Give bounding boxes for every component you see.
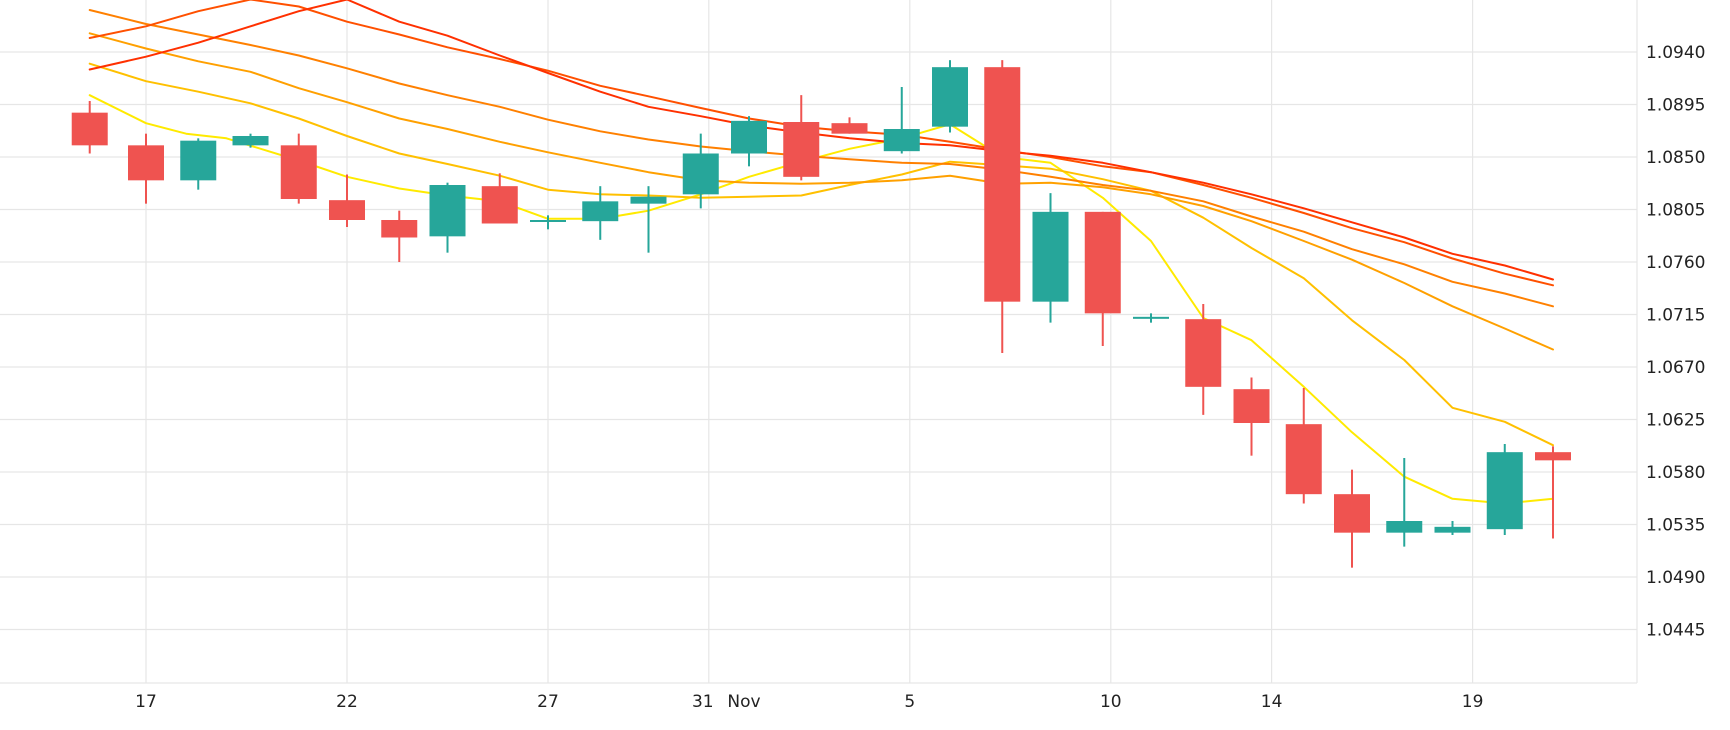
candle-up (1434, 521, 1471, 535)
candle-body (883, 129, 920, 152)
candle-body (180, 140, 217, 181)
moving-average-lines (88, 0, 1554, 505)
candle-body (530, 220, 566, 222)
y-tick-label: 1.0490 (1646, 568, 1705, 588)
candle-down (984, 60, 1021, 353)
candle-body (280, 145, 317, 199)
candle-body (1084, 211, 1121, 314)
candle-body (932, 67, 968, 127)
y-tick-label: 1.0625 (1646, 411, 1705, 431)
candle-body (128, 145, 164, 181)
candle-up (883, 87, 920, 154)
candle-down (831, 117, 868, 134)
candle-body (682, 153, 719, 195)
candle-down (481, 173, 518, 224)
candle-down (1535, 446, 1571, 539)
candle-body (831, 123, 868, 134)
candle-down (128, 133, 164, 204)
candle-body (1334, 494, 1370, 533)
candle-body (1185, 319, 1222, 387)
candle-body (1486, 452, 1523, 530)
candle-up (232, 133, 269, 148)
x-tick-label: 10 (1100, 692, 1122, 712)
y-tick-label: 1.0850 (1646, 148, 1705, 168)
candle-up (180, 138, 217, 190)
candle-body (1434, 526, 1471, 533)
candle-body (481, 186, 518, 224)
y-tick-label: 1.0895 (1646, 96, 1705, 116)
candle-body (1285, 424, 1322, 495)
candle-down (381, 210, 418, 262)
candle-down (1185, 304, 1222, 415)
x-tick-label: 17 (135, 692, 157, 712)
candle-body (731, 120, 767, 154)
candle-body (232, 136, 269, 146)
candle-up (932, 60, 968, 133)
x-tick-label: 27 (537, 692, 559, 712)
candle-body (783, 122, 820, 177)
y-tick-label: 1.0580 (1646, 463, 1705, 483)
candle-down (1233, 377, 1270, 456)
moving-average-line-3 (88, 32, 1554, 351)
candle-body (329, 200, 365, 220)
x-axis-ticks: 17 22 27 31 Nov 5 10 14 19 (135, 692, 1483, 712)
candle-body (1386, 521, 1423, 533)
candle-up (1133, 313, 1169, 323)
x-tick-label: 5 (904, 692, 915, 712)
candle-down (329, 174, 365, 227)
candle-down (71, 101, 108, 154)
candle-body (1535, 452, 1571, 461)
y-axis-ticks: 1.0940 1.0895 1.0850 1.0805 1.0760 1.0715 1.06… (1646, 43, 1705, 641)
candle-up (630, 186, 667, 253)
candle-body (381, 220, 418, 238)
y-tick-label: 1.0715 (1646, 306, 1705, 326)
candle-body (630, 196, 667, 204)
candle-body (1032, 211, 1069, 302)
candle-body (71, 112, 108, 146)
x-tick-label: 14 (1261, 692, 1283, 712)
moving-average-line-2 (88, 62, 1554, 447)
candle-body (429, 185, 466, 237)
candle-body (1133, 316, 1169, 319)
candle-down (280, 133, 317, 204)
candle-down (1084, 211, 1121, 346)
moving-average-line-6 (88, 0, 1554, 281)
candle-body (1233, 389, 1270, 423)
candle-body (984, 67, 1021, 302)
y-tick-label: 1.0940 (1646, 43, 1705, 63)
y-tick-label: 1.0670 (1646, 358, 1705, 378)
y-tick-label: 1.0805 (1646, 201, 1705, 221)
moving-average-line-1 (88, 94, 1554, 505)
candle-up (429, 182, 466, 253)
candle-body (582, 201, 619, 222)
y-tick-label: 1.0445 (1646, 621, 1705, 641)
y-tick-label: 1.0535 (1646, 516, 1705, 536)
moving-average-line-4 (88, 9, 1554, 308)
x-tick-label: 19 (1462, 692, 1484, 712)
candle-up (582, 186, 619, 240)
candle-down (1285, 388, 1322, 504)
grid (0, 0, 1638, 684)
candles (71, 60, 1571, 568)
candle-up (682, 133, 719, 209)
candle-up (731, 116, 767, 167)
moving-average-line-5 (88, 0, 1554, 287)
y-tick-label: 1.0760 (1646, 253, 1705, 273)
candle-up (1486, 444, 1523, 535)
x-tick-label: 31 (692, 692, 714, 712)
candle-up (530, 215, 566, 230)
candle-up (1032, 193, 1069, 323)
candle-down (783, 95, 820, 181)
x-tick-label: 22 (336, 692, 358, 712)
candle-up (1386, 458, 1423, 547)
candle-down (1334, 469, 1370, 568)
x-tick-label: Nov (727, 692, 760, 712)
